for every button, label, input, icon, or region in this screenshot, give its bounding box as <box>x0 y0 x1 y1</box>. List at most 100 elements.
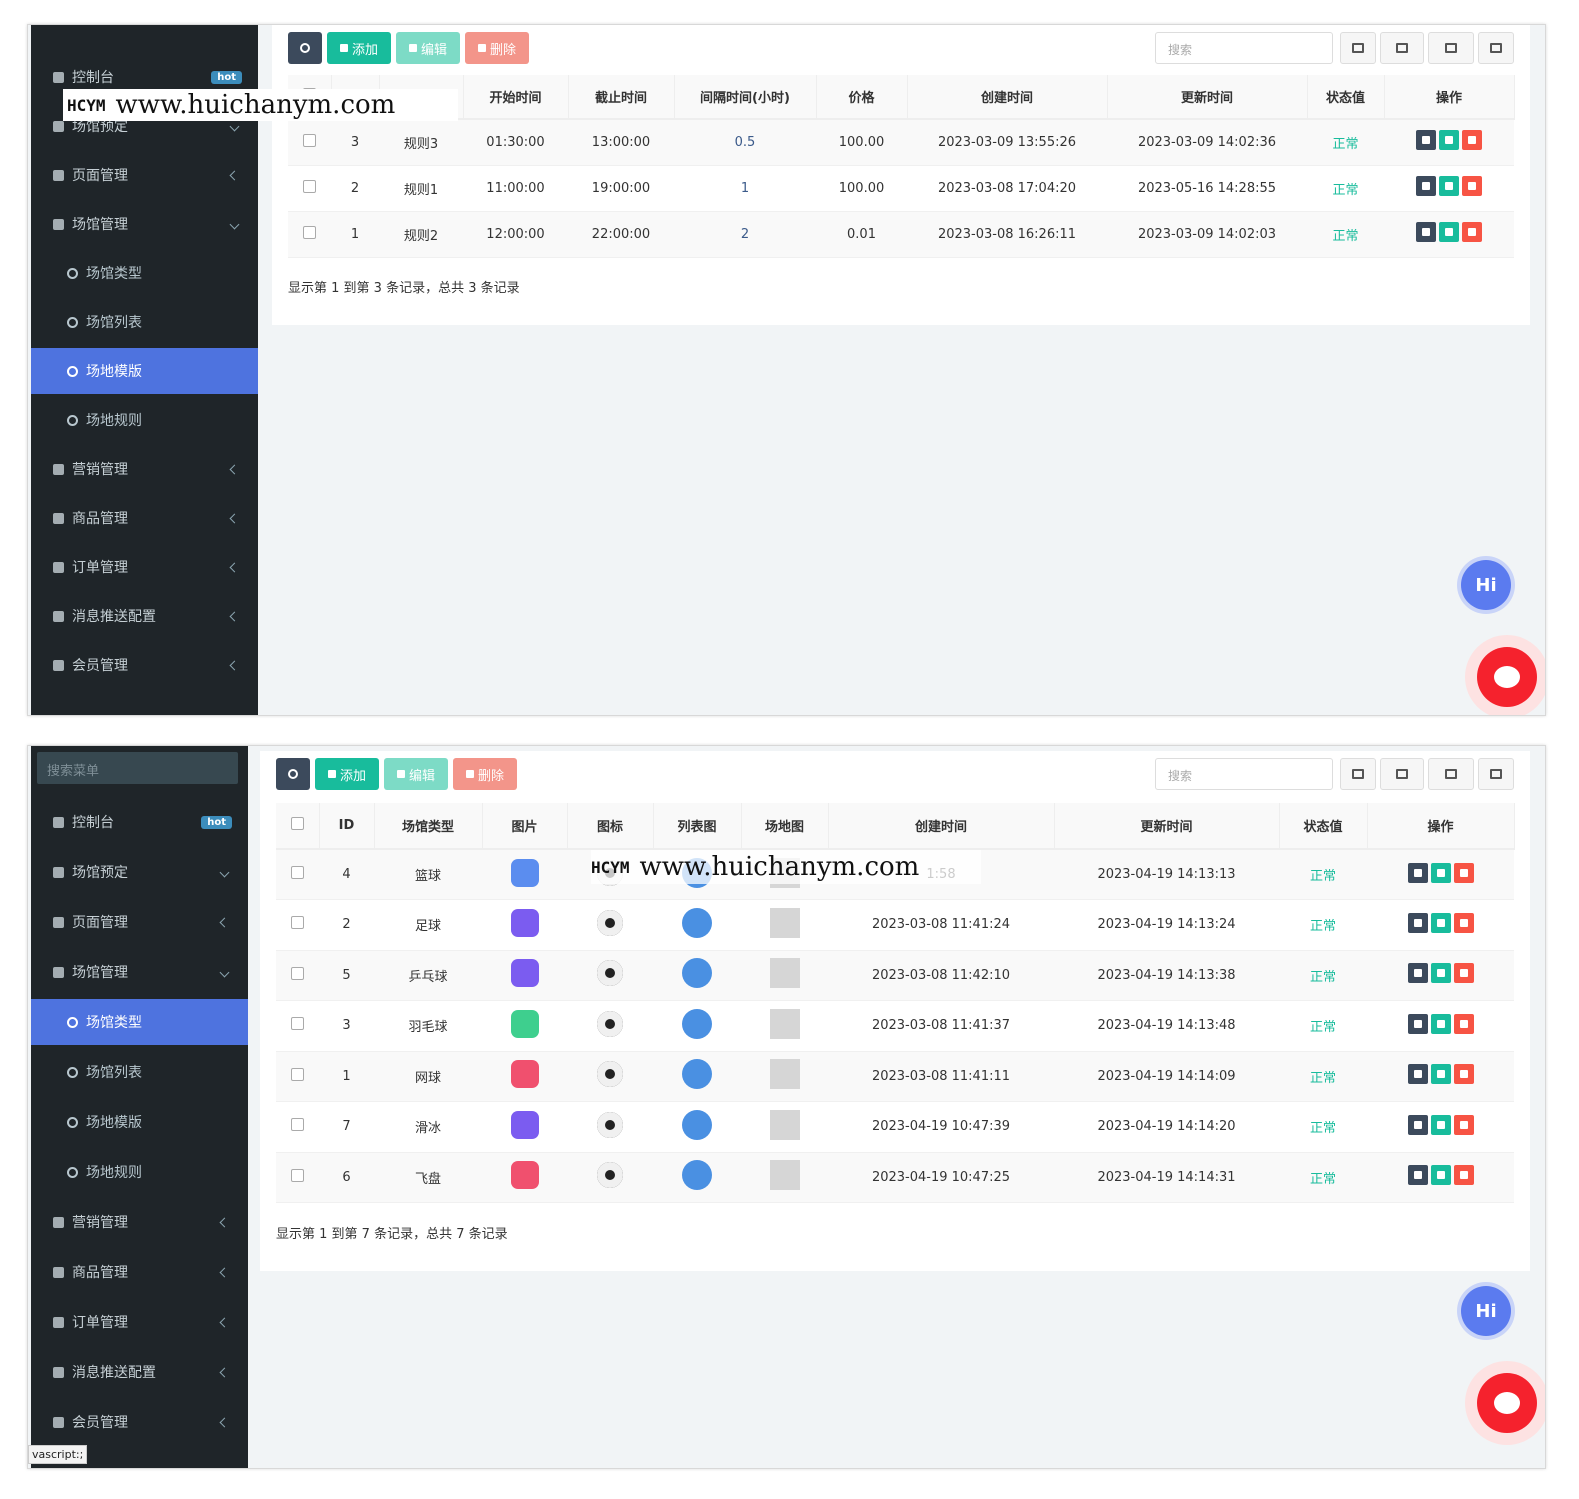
delete-button[interactable]: 删除 <box>453 758 517 790</box>
edit-row-button[interactable] <box>1430 963 1451 984</box>
chat-button[interactable] <box>1477 1373 1537 1433</box>
checkbox[interactable] <box>291 1118 304 1132</box>
edit-row-button[interactable] <box>1439 130 1459 151</box>
export[interactable] <box>1428 32 1474 64</box>
menu-item[interactable]: 会员管理 <box>31 1399 248 1445</box>
cell <box>276 849 319 900</box>
columns[interactable] <box>1380 758 1424 790</box>
drag-button[interactable] <box>1407 1114 1428 1135</box>
delete-row-button[interactable] <box>1462 176 1482 196</box>
chat-button[interactable] <box>1477 647 1537 707</box>
checkbox[interactable] <box>291 1017 304 1031</box>
menu-item[interactable]: 页面管理 <box>31 899 248 945</box>
edit-row-button[interactable] <box>1430 1064 1451 1085</box>
drag-button[interactable] <box>1407 862 1428 883</box>
edit-row-button[interactable] <box>1430 1165 1451 1186</box>
checkbox[interactable] <box>291 1067 304 1081</box>
drag-button[interactable] <box>1407 912 1428 933</box>
menu-item[interactable]: 场地模版 <box>31 348 258 394</box>
delete-row-button[interactable] <box>1453 1013 1474 1034</box>
menu-search[interactable]: 搜索菜单 <box>37 752 238 784</box>
cell: 正常 <box>1279 849 1367 900</box>
search-input[interactable]: 搜索 <box>1155 32 1333 64</box>
drag-button[interactable] <box>1407 963 1428 984</box>
drag-button[interactable] <box>1407 1165 1428 1186</box>
menu-item[interactable]: 场馆类型 <box>31 250 258 296</box>
checkbox[interactable] <box>303 133 316 147</box>
add-button[interactable]: 添加 <box>315 758 379 790</box>
columns[interactable] <box>1380 32 1424 64</box>
menu-item[interactable]: 场馆预定 <box>31 103 258 149</box>
menu-item[interactable]: 场地规则 <box>31 397 258 443</box>
edit-row-button[interactable] <box>1439 176 1459 196</box>
edit-row-button[interactable] <box>1430 1013 1451 1034</box>
toggle-view[interactable] <box>1340 758 1376 790</box>
delete-row-button[interactable] <box>1453 1114 1474 1135</box>
menu-item[interactable]: 场地模版 <box>31 1099 248 1145</box>
drag-button[interactable] <box>1407 1064 1428 1085</box>
refresh-button[interactable] <box>276 758 310 790</box>
checkbox[interactable] <box>303 225 316 239</box>
menu-item[interactable]: 消息推送配置 <box>31 1349 248 1395</box>
edit-row-button[interactable] <box>1439 222 1459 242</box>
edit-button[interactable]: 编辑 <box>384 758 448 790</box>
checkbox[interactable] <box>290 817 304 830</box>
export[interactable] <box>1428 758 1474 790</box>
menu-item[interactable]: 场地规则 <box>31 1149 248 1195</box>
search-button[interactable] <box>1478 758 1514 790</box>
search-input[interactable]: 搜索 <box>1155 758 1333 790</box>
refresh-button[interactable] <box>288 32 322 64</box>
checkbox[interactable] <box>291 916 304 930</box>
delete-row-button[interactable] <box>1453 862 1474 883</box>
menu-item[interactable]: 订单管理 <box>31 1299 248 1345</box>
menu-item[interactable]: 控制台 hot <box>31 54 258 100</box>
menu-label: 控制台 <box>72 70 114 86</box>
drag-button[interactable] <box>1407 1013 1428 1034</box>
menu-item[interactable]: 控制台 hot <box>31 799 248 845</box>
cell <box>1367 1152 1514 1203</box>
menu-item[interactable]: 商品管理 <box>31 495 258 541</box>
menu-item[interactable]: 场馆预定 <box>31 849 248 895</box>
menu-item[interactable]: 营销管理 <box>31 1199 248 1245</box>
checkbox[interactable] <box>291 1168 304 1182</box>
cell: 规则2 <box>379 211 463 258</box>
menu-item[interactable]: 营销管理 <box>31 446 258 492</box>
delete-row-button[interactable] <box>1453 1165 1474 1186</box>
menu-item[interactable]: 页面管理 <box>31 152 258 198</box>
drag-button[interactable] <box>1416 176 1436 196</box>
search-button[interactable] <box>1478 32 1514 64</box>
cell <box>741 1101 828 1153</box>
hi-button[interactable]: Hi <box>1461 560 1511 610</box>
edit-row-button[interactable] <box>1430 862 1451 883</box>
hi-button[interactable]: Hi <box>1461 1286 1511 1336</box>
edit-button[interactable]: 编辑 <box>396 32 460 64</box>
checkbox[interactable] <box>303 179 316 193</box>
checkbox[interactable] <box>291 966 304 980</box>
delete-row-button[interactable] <box>1462 130 1482 151</box>
menu-item[interactable]: 场馆类型 <box>31 999 248 1045</box>
drag-button[interactable] <box>1416 222 1436 242</box>
menu-icon <box>53 1366 64 1378</box>
cell: 7 <box>319 1101 374 1153</box>
menu-item[interactable]: 订单管理 <box>31 544 258 590</box>
delete-row-button[interactable] <box>1462 222 1482 242</box>
delete-row-button[interactable] <box>1453 1064 1474 1085</box>
menu-item[interactable]: 场馆列表 <box>31 1049 248 1095</box>
checkbox[interactable] <box>291 866 304 879</box>
delete-row-button[interactable] <box>1453 963 1474 984</box>
delete-row-button[interactable] <box>1453 912 1474 933</box>
menu-item[interactable]: 场馆管理 <box>31 949 248 995</box>
edit-row-button[interactable] <box>1430 912 1451 933</box>
add-button[interactable]: 添加 <box>327 32 391 64</box>
menu-item[interactable]: 会员管理 <box>31 642 258 688</box>
toggle-view[interactable] <box>1340 32 1376 64</box>
menu-item[interactable]: 场馆管理 <box>31 201 258 247</box>
menu-item[interactable]: 场馆列表 <box>31 299 258 345</box>
menu-item[interactable]: 消息推送配置 <box>31 593 258 639</box>
menu-item[interactable]: 商品管理 <box>31 1249 248 1295</box>
cell: 正常 <box>1307 165 1384 212</box>
cell: 11:00:00 <box>463 165 568 212</box>
delete-button[interactable]: 删除 <box>465 32 529 64</box>
drag-button[interactable] <box>1416 130 1436 151</box>
edit-row-button[interactable] <box>1430 1114 1451 1135</box>
